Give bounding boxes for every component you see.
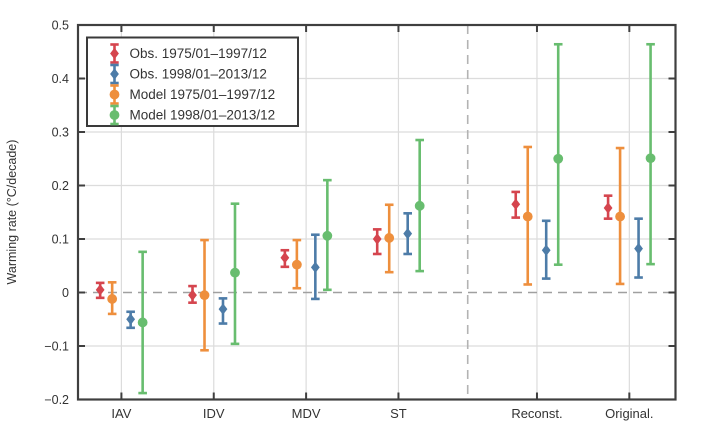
x-category-label: Reconst. <box>511 406 562 421</box>
plot-border <box>76 23 677 401</box>
data-marker-diamond <box>310 261 320 274</box>
series-3 <box>137 42 656 395</box>
series-2 <box>107 145 625 352</box>
data-marker-circle <box>414 200 425 211</box>
data-marker-circle <box>291 259 302 270</box>
data-marker-diamond <box>403 227 413 240</box>
data-marker-circle <box>137 317 148 328</box>
y-tick-label: 0.5 <box>52 18 69 32</box>
y-tick-label: −0.2 <box>44 393 69 407</box>
y-tick-label: 0 <box>62 286 69 300</box>
data-marker-circle <box>553 153 564 164</box>
y-axis-title: Warming rate (°C/decade) <box>5 140 19 285</box>
y-tick-label: 0.4 <box>52 72 69 86</box>
data-marker-circle <box>230 267 240 278</box>
data-marker-circle <box>384 233 395 243</box>
data-marker-circle <box>615 211 625 222</box>
y-tick-label: 0.2 <box>52 179 69 193</box>
data-marker-diamond <box>603 202 613 214</box>
legend-marker-diamond <box>110 47 119 60</box>
y-tick-label: 0.1 <box>52 232 69 246</box>
data-marker-circle <box>645 153 656 164</box>
x-category-label: IDV <box>203 406 225 421</box>
data-marker-diamond <box>218 303 228 315</box>
legend-marker-circle <box>109 110 120 120</box>
data-marker-diamond <box>280 252 290 264</box>
x-category-label: MDV <box>292 406 321 421</box>
legend-box <box>86 36 299 127</box>
y-tick-label: 0.3 <box>52 125 69 139</box>
data-marker-circle <box>199 290 210 301</box>
x-category-label: ST <box>390 406 407 421</box>
data-marker-diamond <box>634 242 643 255</box>
legend-item-label: Model 1975/01–1997/12 <box>130 87 276 102</box>
y-tick-label: −0.1 <box>44 339 69 353</box>
data-marker-diamond <box>126 313 136 325</box>
legend-marker-circle <box>109 89 120 100</box>
data-marker-diamond <box>372 233 382 245</box>
data-marker-diamond <box>511 198 521 210</box>
legend-item-label: Obs. 1975/01–1997/12 <box>130 46 267 61</box>
data-marker-circle <box>522 211 533 222</box>
legend-item-label: Obs. 1998/01–2013/12 <box>130 67 267 82</box>
data-marker-diamond <box>95 284 105 296</box>
legend-item-label: Model 1998/01–2013/12 <box>130 108 276 123</box>
legend-marker-diamond <box>110 68 119 80</box>
legend: Obs. 1975/01–1997/12 Obs. 1998/01–2013/12… <box>86 36 299 127</box>
x-category-label: Original. <box>605 406 653 421</box>
data-marker-circle <box>107 294 118 304</box>
data-marker-circle <box>322 230 333 241</box>
x-category-label: IAV <box>111 406 131 421</box>
data-marker-diamond <box>541 244 551 256</box>
series-1 <box>126 212 643 330</box>
data-marker-diamond <box>188 289 197 301</box>
series-0 <box>95 190 613 304</box>
